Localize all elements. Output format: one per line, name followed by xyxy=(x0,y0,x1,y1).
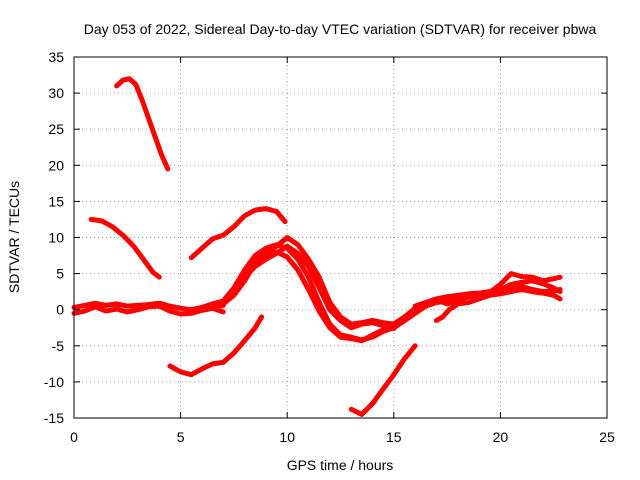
y-tick-label: 10 xyxy=(48,230,64,246)
x-tick-label: 25 xyxy=(599,429,615,445)
series-line-1 xyxy=(114,76,171,172)
x-tick-label: 0 xyxy=(70,429,78,445)
x-axis-label: GPS time / hours xyxy=(287,457,394,473)
axis-ticks: 0 5 10 15 20 25 -15 -10 -5 0 5 10 15 20 25 30 35 xyxy=(44,49,615,445)
series-line-15 xyxy=(433,278,563,323)
chart-title: Day 053 of 2022, Sidereal Day-to-day VTE… xyxy=(84,21,597,37)
y-tick-label: 0 xyxy=(56,302,64,318)
series-line-3 xyxy=(188,206,288,261)
series-line-7 xyxy=(71,303,226,317)
y-tick-label: 20 xyxy=(48,157,64,173)
x-tick-label: 5 xyxy=(177,429,185,445)
series-line-5 xyxy=(348,343,418,417)
series-line-4 xyxy=(167,314,265,378)
y-tick-label: -10 xyxy=(44,374,64,390)
y-axis-label: SDTVAR / TECUs xyxy=(6,181,22,293)
x-tick-label: 20 xyxy=(493,429,509,445)
x-tick-label: 15 xyxy=(386,429,402,445)
y-tick-label: -15 xyxy=(44,410,64,426)
y-tick-label: 5 xyxy=(56,266,64,282)
y-tick-label: 35 xyxy=(48,49,64,65)
series-line-11 xyxy=(242,243,397,331)
y-tick-label: -5 xyxy=(52,338,65,354)
data-series xyxy=(71,76,563,417)
x-tick-label: 10 xyxy=(279,429,295,445)
y-tick-label: 15 xyxy=(48,193,64,209)
series-line-2 xyxy=(88,216,162,280)
y-tick-label: 25 xyxy=(48,121,64,137)
y-tick-label: 30 xyxy=(48,85,64,101)
